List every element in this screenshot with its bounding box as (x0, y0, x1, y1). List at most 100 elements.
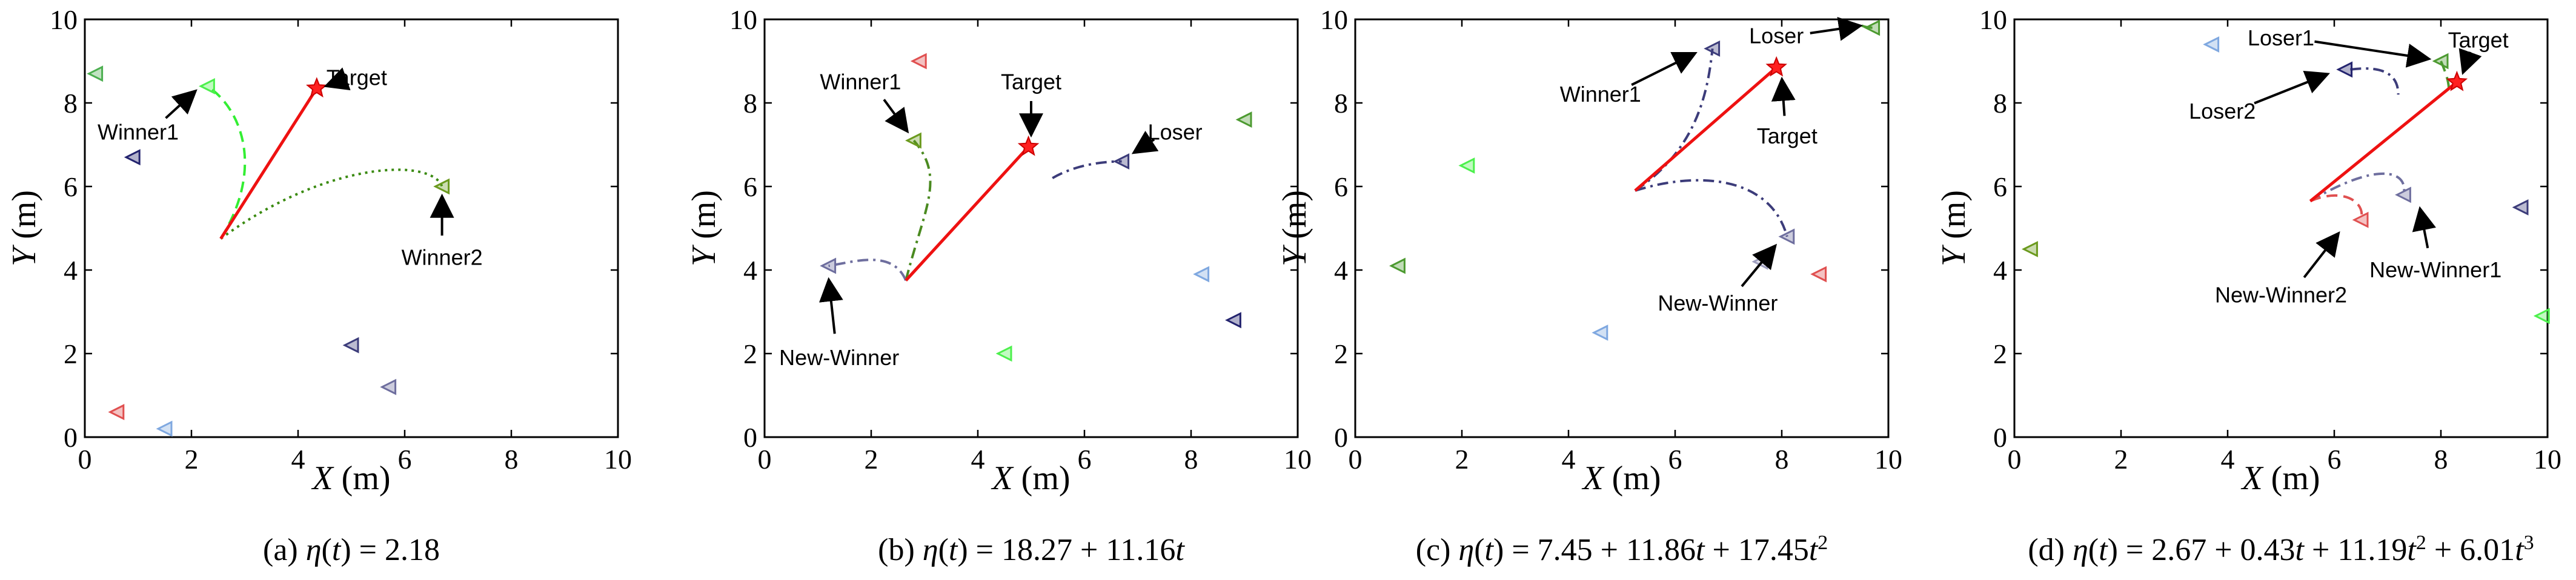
target-star (1017, 135, 1040, 156)
x-tick-label: 4 (291, 444, 305, 475)
annotation-arrow (1631, 51, 1698, 87)
chart-panel-2: 00 2 2 4 4 6 6 8 8 10 10 X (m) Y (m) Target Winner1 Los… (685, 4, 1312, 567)
x-tick-label: 6 (2328, 444, 2342, 475)
x-tick-label: 10 (2534, 444, 2561, 475)
x-tick-label: 8 (1775, 444, 1789, 475)
axes-frame (1354, 18, 1890, 438)
y-axis-label: Y (m) (685, 190, 723, 266)
x-tick-label: 10 (604, 444, 632, 475)
agent-marker (1778, 228, 1795, 245)
annotation-label: Loser (1148, 119, 1203, 144)
x-tick-label: 0 (2008, 444, 2022, 475)
panel-caption: (c) η(t) = 7.45 + 11.86t + 17.45t2 (1416, 532, 1828, 568)
trajectory-path (1635, 179, 1788, 237)
y-tick-label: 8 (64, 88, 78, 119)
agent-marker (1810, 266, 1827, 283)
y-axis-label: Y (m) (5, 190, 43, 266)
agent-marker (1704, 40, 1721, 57)
y-tick-label: 2 (1993, 338, 2007, 369)
annotation-label: Winner1 (98, 119, 179, 144)
y-tick-label: 8 (1334, 88, 1348, 119)
y-tick-label: 4 (64, 255, 78, 286)
y-tick-label: 0 (1334, 422, 1348, 453)
agent-marker (2512, 199, 2529, 216)
annotation-arrow (2412, 206, 2437, 249)
x-tick-label: 8 (505, 444, 519, 475)
axes-frame (2013, 18, 2549, 438)
annotation-arrow (1131, 130, 1159, 154)
agent-marker (2533, 308, 2550, 325)
agent-marker (156, 420, 173, 437)
target-line (905, 145, 1030, 282)
annotation-arrow (2254, 70, 2330, 105)
x-tick-label: 0 (78, 444, 92, 475)
trajectory-path (2350, 67, 2400, 95)
agent-marker (820, 257, 837, 274)
annotation-label: Winner1 (1560, 82, 1641, 107)
annotation-arrow (2458, 48, 2482, 75)
y-tick-label: 0 (743, 422, 757, 453)
agent-marker (380, 378, 397, 395)
trajectory-path (207, 85, 247, 240)
y-axis-label: Y (m) (1276, 190, 1313, 266)
y-tick-label: 10 (1320, 4, 1348, 35)
annotation-label: Winner1 (820, 70, 901, 94)
agent-marker (87, 65, 104, 82)
annotation-arrow (165, 89, 198, 119)
agent-marker (995, 345, 1012, 362)
agent-marker (2432, 53, 2449, 70)
axes-frame (763, 18, 1299, 438)
annotation-label: Target (2448, 28, 2509, 53)
y-tick-label: 6 (1334, 171, 1348, 202)
y-tick-label: 6 (64, 171, 78, 202)
annotation-label: New-Winner (1658, 291, 1778, 315)
agent-marker (342, 337, 359, 354)
x-axis-label: X (m) (311, 460, 390, 497)
x-tick-label: 8 (1184, 444, 1198, 475)
panel-caption: (a) η(t) = 2.18 (263, 533, 440, 567)
trajectory-path (2309, 194, 2363, 220)
agent-marker (1225, 312, 1241, 329)
y-tick-label: 2 (64, 338, 78, 369)
annotation-label: Target (327, 65, 387, 90)
annotation-arrow (818, 277, 843, 334)
x-tick-label: 2 (2114, 444, 2128, 475)
target-line (1634, 66, 1778, 192)
agent-marker (905, 132, 921, 149)
x-tick-label: 4 (971, 444, 985, 475)
trajectory-path (2309, 172, 2406, 202)
panel-caption: (d) η(t) = 2.67 + 0.43t + 11.19t2 + 6.01… (2028, 532, 2534, 568)
target-star (2446, 70, 2468, 91)
x-tick-label: 4 (2221, 444, 2235, 475)
panel-caption: (b) η(t) = 18.27 + 11.16t (878, 533, 1185, 567)
chart-panel-3: 00 2 2 4 4 6 6 8 8 10 10 X (m) Y (m) Loser Winner1 Targ… (1276, 4, 1902, 567)
trajectory-path (905, 139, 932, 281)
x-axis-label: X (m) (2240, 460, 2320, 497)
y-tick-label: 10 (729, 4, 757, 35)
trajectory-path (828, 259, 908, 282)
agent-marker (1193, 266, 1210, 283)
annotation-label: New-Winner1 (2369, 257, 2501, 282)
annotation-label: Winner2 (402, 245, 483, 269)
agent-marker (199, 77, 215, 94)
x-tick-label: 2 (1455, 444, 1469, 475)
x-tick-label: 6 (1078, 444, 1092, 475)
y-tick-label: 6 (1993, 171, 2007, 202)
agent-marker (2022, 241, 2038, 257)
annotation-arrow (1810, 16, 1863, 41)
y-tick-label: 8 (1993, 88, 2007, 119)
x-tick-label: 6 (1668, 444, 1682, 475)
annotation-label: Target (1757, 124, 1817, 148)
x-tick-label: 10 (1284, 444, 1312, 475)
y-tick-label: 10 (50, 4, 78, 35)
agent-marker (1113, 153, 1130, 170)
trajectory-path (220, 168, 443, 240)
annotation-arrow (1771, 76, 1796, 116)
x-axis-label: X (m) (991, 460, 1070, 497)
annotation-arrow (883, 99, 909, 134)
annotation-label: Loser1 (2248, 25, 2314, 50)
y-tick-label: 0 (64, 422, 78, 453)
y-tick-label: 4 (1334, 255, 1348, 286)
chart-panel-1: 00 2 2 4 4 6 6 8 8 10 10 X (m) Y (m) Target Winner1 Win… (5, 4, 632, 567)
